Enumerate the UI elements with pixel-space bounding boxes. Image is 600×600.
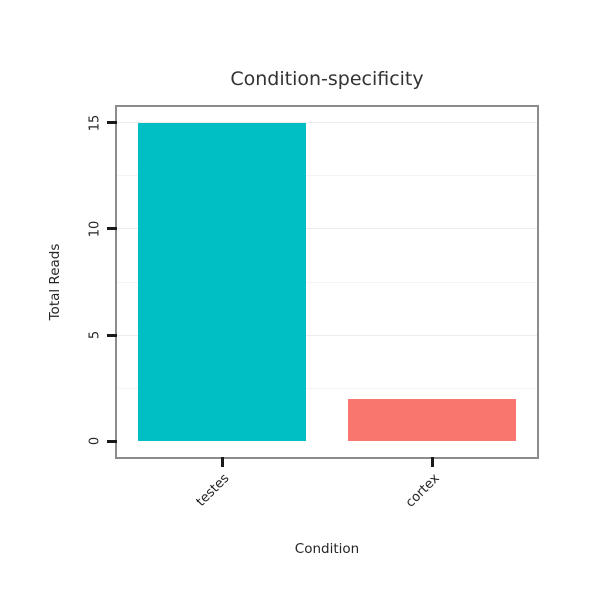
- major-gridline: [117, 228, 537, 230]
- y-axis-title: Total Reads: [47, 243, 63, 321]
- y-tick-mark: [107, 333, 117, 337]
- minor-gridline: [117, 387, 537, 389]
- x-tick-label: testes: [193, 471, 233, 510]
- major-gridline: [117, 334, 537, 336]
- minor-gridline: [117, 281, 537, 283]
- y-tick-label: 15: [87, 114, 103, 132]
- y-tick-mark: [107, 227, 117, 231]
- x-tick-mark: [220, 457, 224, 467]
- bar-testes: [138, 122, 306, 442]
- minor-gridline: [117, 175, 537, 177]
- y-tick-label: 10: [87, 220, 103, 238]
- x-tick-mark: [430, 457, 434, 467]
- x-axis-title: Condition: [294, 541, 360, 557]
- x-tick-label: cortex: [402, 471, 443, 511]
- y-tick-label: 5: [87, 330, 103, 340]
- y-tick-label: 0: [87, 436, 103, 446]
- chart-title: Condition-specificity: [230, 68, 424, 90]
- y-tick-mark: [107, 121, 117, 125]
- bar-cortex: [348, 398, 516, 442]
- plot-panel: [115, 105, 539, 459]
- y-tick-mark: [107, 439, 117, 443]
- major-gridline: [117, 122, 537, 124]
